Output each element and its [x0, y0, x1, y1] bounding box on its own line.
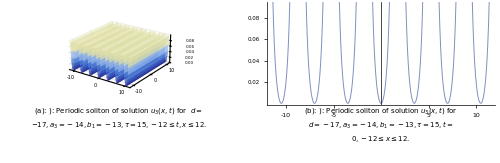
- Text: (b): ): Periodic soliton of solution $u_3(x,t)$ for
$d=-17, a_3=-14, b_1=-13, \t: (b): ): Periodic soliton of solution $u_…: [304, 105, 458, 144]
- Text: (a): ): Periodic soliton of solution $u_3(x,t)$ for  $d=$
$-17, a_3=-14, b_1=-13: (a): ): Periodic soliton of solution $u_…: [31, 105, 207, 131]
